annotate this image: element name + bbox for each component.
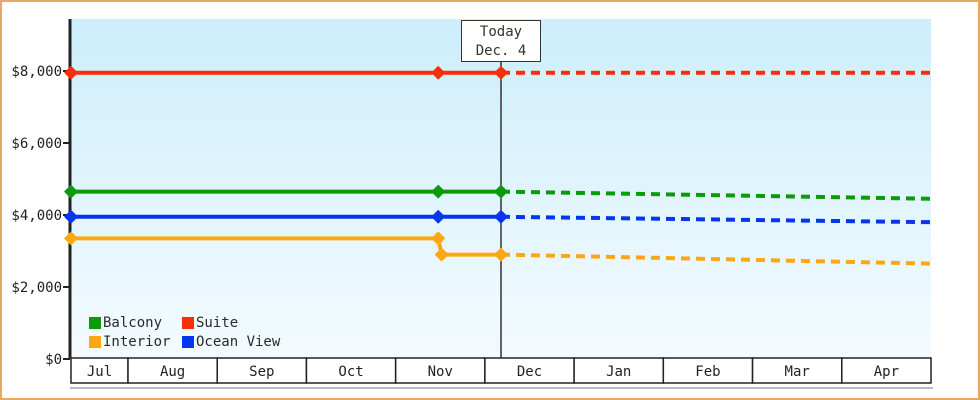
series-forecast-interior [500, 252, 932, 266]
legend-row: Balcony Suite [89, 313, 280, 332]
y-tick-label: $4,000 [11, 208, 62, 224]
series-marker-interior [431, 231, 446, 246]
series-marker-ocean-view [494, 209, 508, 224]
series-marker-interior [434, 247, 449, 262]
legend-item-suite: Suite [182, 315, 280, 331]
today-label: Today [479, 24, 523, 40]
legend: Balcony Suite Interior Ocean View [89, 313, 280, 351]
legend-item-interior: Interior [89, 334, 182, 350]
y-tick-label: $2,000 [11, 280, 62, 296]
month-label: Dec [517, 364, 542, 380]
series-marker-balcony [431, 184, 446, 199]
x-axis-month-band: Jul Aug Sep Oct Nov Dec Jan Feb Mar Apr [70, 357, 933, 389]
legend-label: Ocean View [196, 333, 281, 350]
month-label: Jan [606, 364, 631, 380]
series-marker-suite [64, 65, 78, 80]
legend-swatch-icon [89, 335, 101, 348]
month-cell [751, 357, 843, 384]
month-cell [573, 357, 665, 384]
series-forecast-balcony [500, 189, 932, 201]
legend-item-balcony: Balcony [89, 315, 182, 331]
month-label: Jul [87, 364, 112, 380]
legend-label: Balcony [103, 314, 163, 331]
series-marker-ocean-view [64, 209, 78, 224]
series-lines [64, 65, 932, 266]
series-marker-suite [494, 65, 508, 80]
legend-swatch-icon [182, 335, 194, 348]
month-cell [216, 357, 308, 384]
y-tick-label: $8,000 [11, 64, 62, 80]
series-marker-suite [431, 65, 446, 80]
series-marker-ocean-view [431, 209, 446, 224]
legend-label: Interior [103, 333, 171, 350]
legend-row: Interior Ocean View [89, 332, 280, 351]
month-label: Nov [428, 364, 453, 380]
series-marker-interior [64, 231, 78, 246]
y-tick-label: $0 [45, 352, 62, 368]
series-line-interior [71, 236, 501, 257]
month-cell [70, 357, 129, 384]
series-marker-balcony [494, 184, 508, 199]
y-axis: $0 $2,000 $4,000 $6,000 $8,000 [11, 19, 72, 368]
legend-item-ocean-view: Ocean View [182, 334, 280, 350]
series-forecast-ocean-view [500, 214, 932, 225]
month-label: Apr [874, 364, 899, 380]
legend-swatch-icon [182, 316, 194, 329]
month-label: Mar [785, 364, 810, 380]
legend-label: Suite [196, 314, 239, 331]
today-annotation-box: Today Dec. 4 [461, 20, 541, 62]
month-label: Feb [695, 364, 720, 380]
series-marker-interior [494, 247, 508, 262]
month-cell [841, 357, 932, 384]
legend-swatch-icon [89, 316, 101, 329]
month-label: Sep [249, 364, 274, 380]
y-tick-label: $6,000 [11, 136, 62, 152]
month-label: Aug [160, 364, 185, 380]
month-label: Oct [338, 364, 363, 380]
series-marker-balcony [64, 184, 78, 199]
month-cell [662, 357, 754, 384]
today-date: Dec. 4 [475, 43, 527, 59]
